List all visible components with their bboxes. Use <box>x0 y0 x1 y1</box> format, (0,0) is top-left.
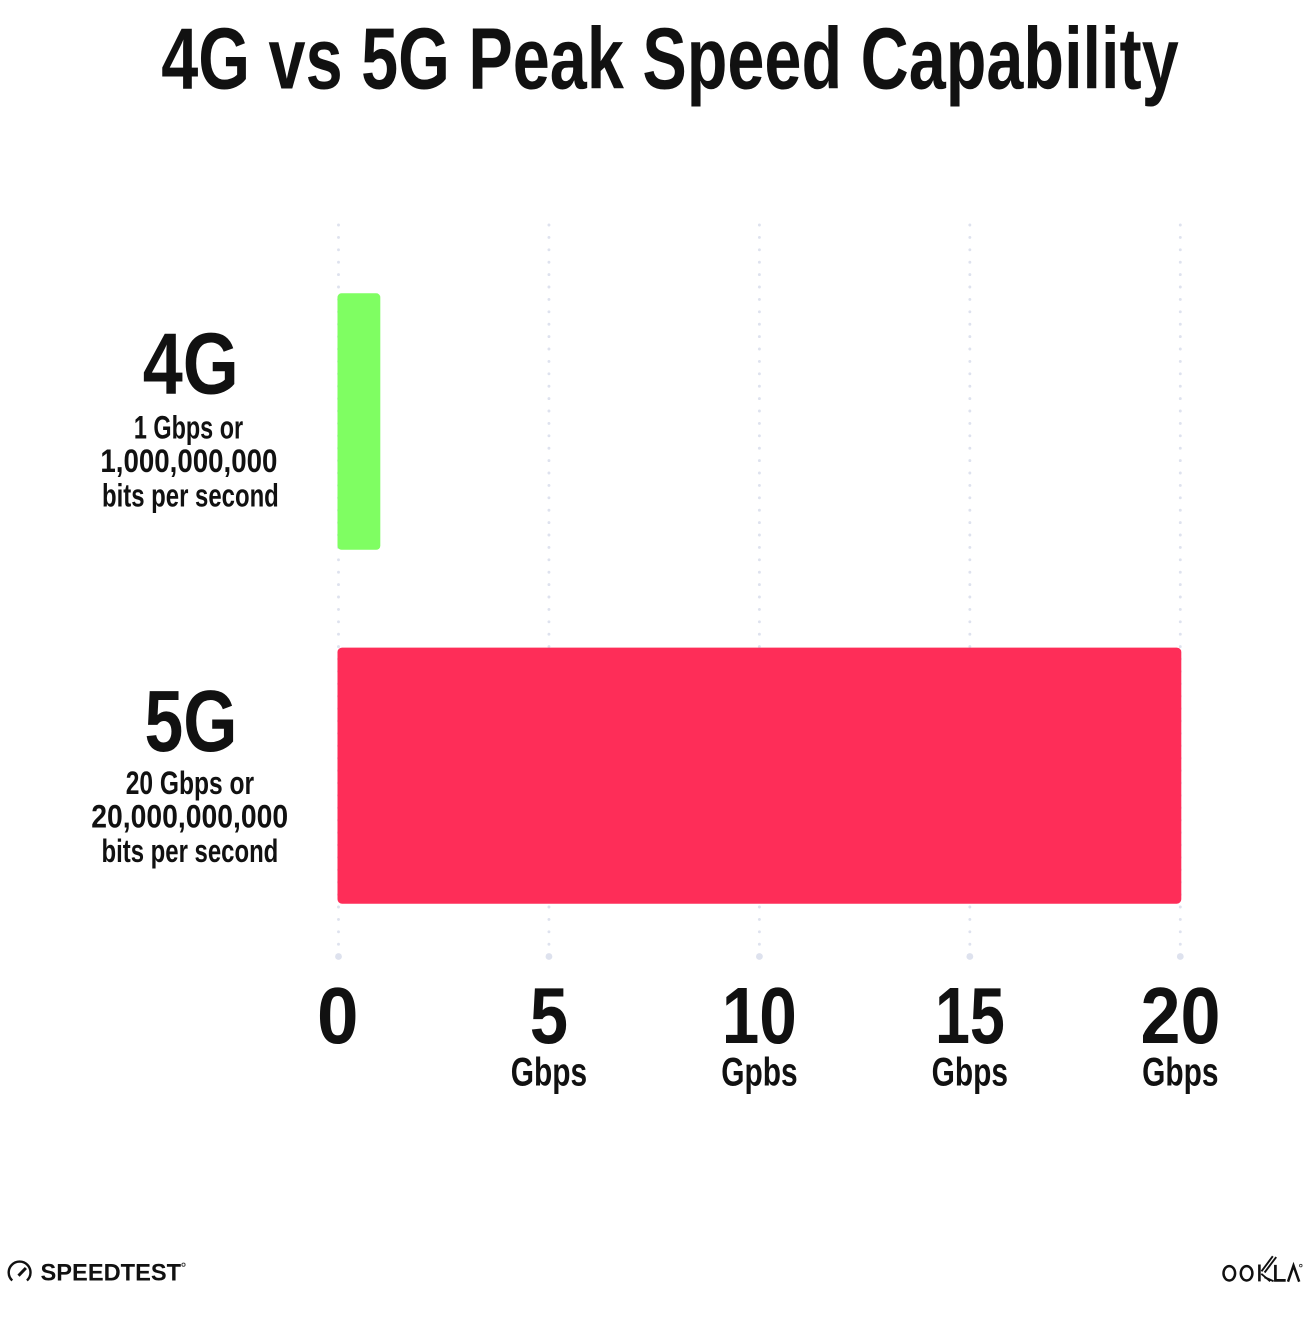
svg-text:Gbps: Gbps <box>511 1050 587 1094</box>
svg-text:0: 0 <box>317 971 359 1060</box>
svg-text:4G vs 5G Peak Speed Capability: 4G vs 5G Peak Speed Capability <box>161 11 1179 108</box>
svg-text:4G: 4G <box>143 315 239 413</box>
svg-text:bits per second: bits per second <box>102 833 279 869</box>
svg-text:5: 5 <box>530 971 568 1060</box>
svg-text:Gpbs: Gpbs <box>721 1050 797 1094</box>
svg-text:5G: 5G <box>145 672 238 770</box>
svg-text:20 Gbps or: 20 Gbps or <box>126 765 254 801</box>
svg-text:bits per second: bits per second <box>102 477 279 513</box>
svg-text:10: 10 <box>722 971 797 1060</box>
svg-text:Gbps: Gbps <box>1142 1050 1218 1094</box>
svg-text:15: 15 <box>935 971 1005 1060</box>
svg-text:Gbps: Gbps <box>932 1050 1008 1094</box>
svg-text:1 Gbps or: 1 Gbps or <box>134 410 243 446</box>
svg-text:SPEEDTEST: SPEEDTEST <box>41 1260 182 1287</box>
svg-text:20: 20 <box>1141 971 1221 1060</box>
svg-text:20,000,000,000: 20,000,000,000 <box>91 799 288 835</box>
svg-text:1,000,000,000: 1,000,000,000 <box>100 443 277 479</box>
